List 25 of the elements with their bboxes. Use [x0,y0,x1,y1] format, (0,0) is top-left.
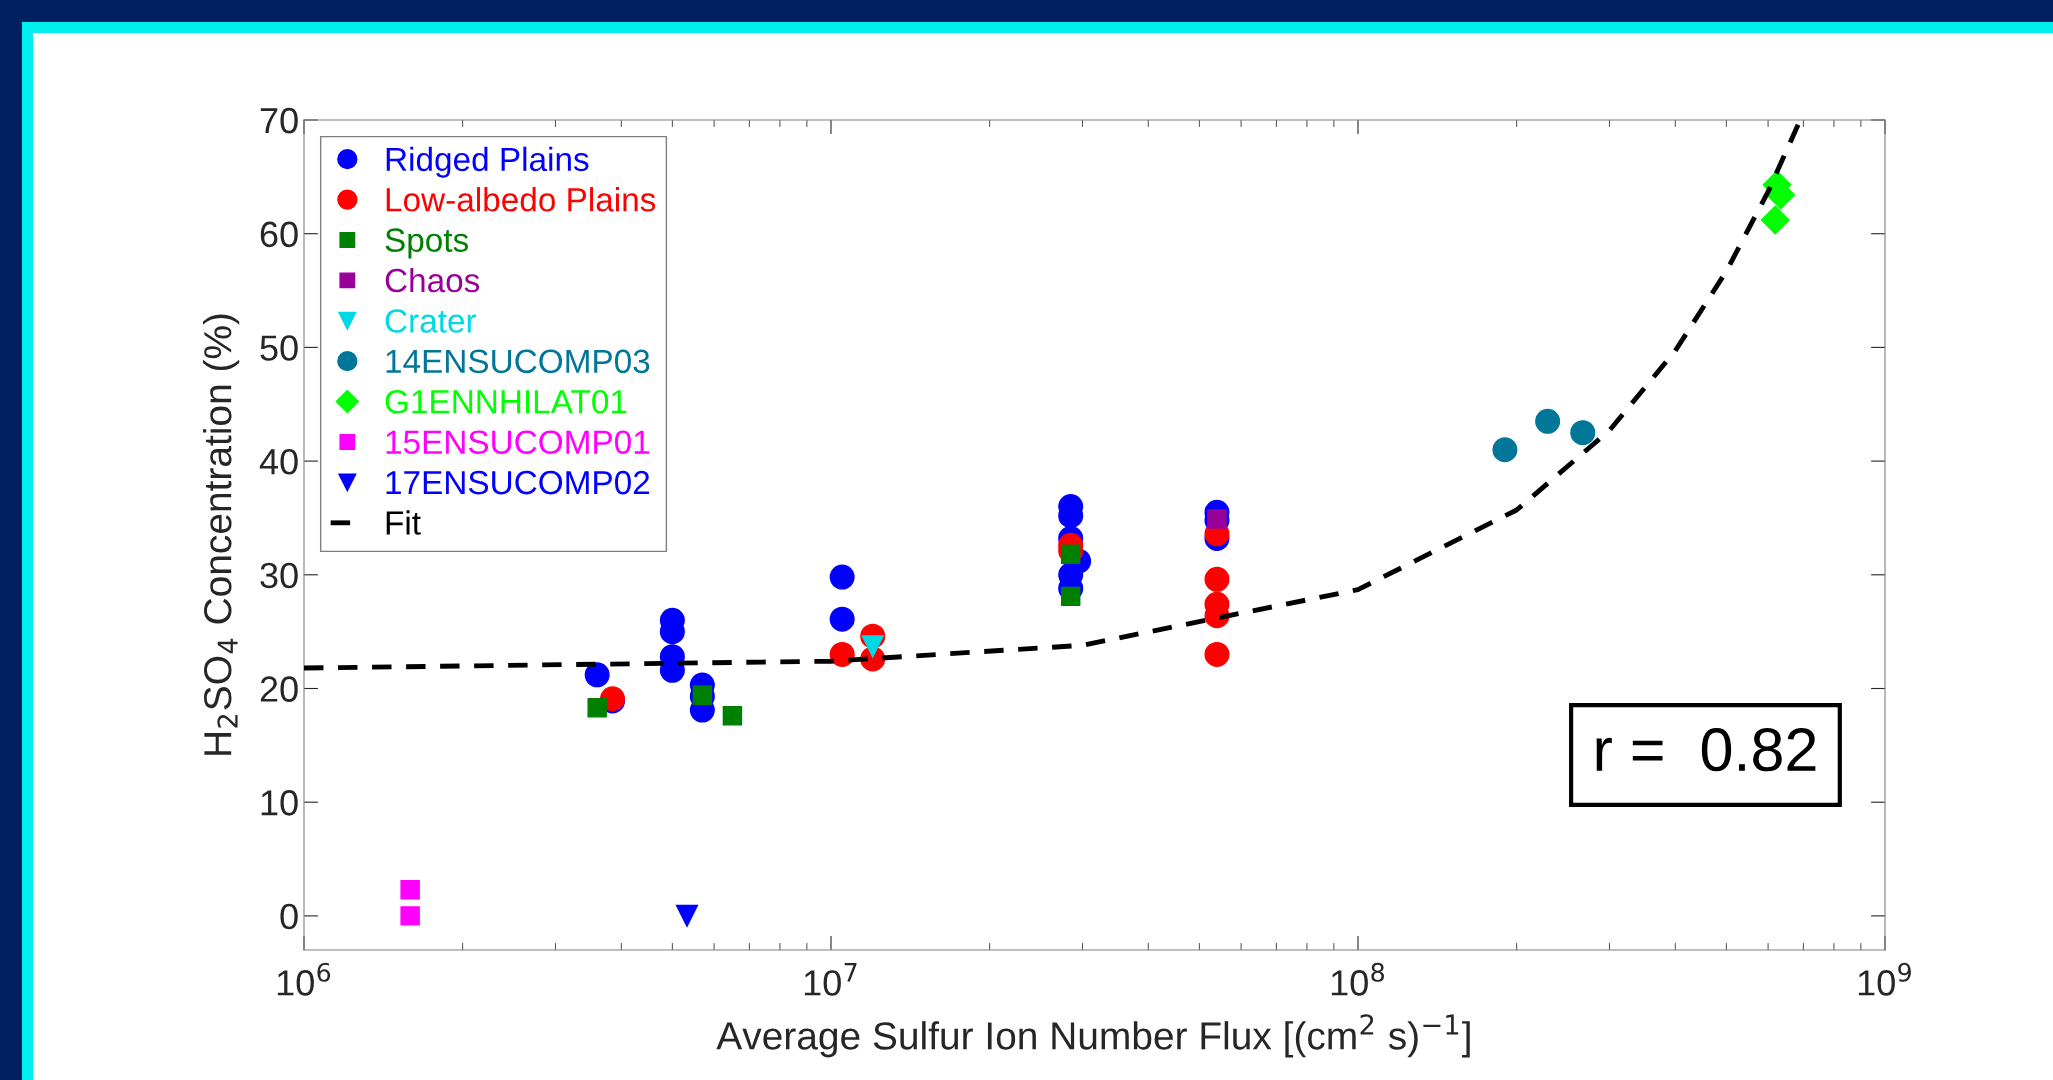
legend-label: 15ENSUCOMP01 [386,430,650,454]
x-tick-label: 10$^{6}$ [277,962,331,996]
y-tick-label: 40 [259,448,298,475]
legend-label: Spots [385,228,469,259]
legend-label: 14ENSUCOMP03 [386,349,650,374]
y-tick-label: 50 [260,335,298,361]
legend-label: 17ENSUCOMP02 [386,470,650,495]
y-tick-label: 10 [261,790,298,816]
annotation: r = 0.82 [1596,728,1816,772]
legend-label: Crater [385,309,477,333]
legend-label: Chaos [385,267,480,293]
x-tick-label: 10$^{8}$ [1331,962,1384,996]
y-tick-label: 70 [260,107,298,134]
y-tick-label: 60 [260,221,298,248]
x-tick-label: 10$^{9}$ [1858,962,1911,996]
legend-label: G1ENNHILAT01 [385,389,627,414]
y-axis-title: H$_{2}$SO$_{4}$ Concentration (%) [202,314,240,755]
x-tick-label: 10$^{7}$ [804,963,857,996]
legend-label: Ridged Plains [386,146,589,178]
legend-label: Fit [386,510,421,535]
y-tick-label: 30 [260,562,298,589]
y-tick-label: 0 [280,903,298,930]
x-axis-title: Average Sulfur Ion Number Flux [(cm$^{2}$ s)$^{−1}$] [716,1014,1470,1058]
legend-label: Low-albedo Plains [386,187,656,212]
y-tick-label: 20 [260,676,298,702]
